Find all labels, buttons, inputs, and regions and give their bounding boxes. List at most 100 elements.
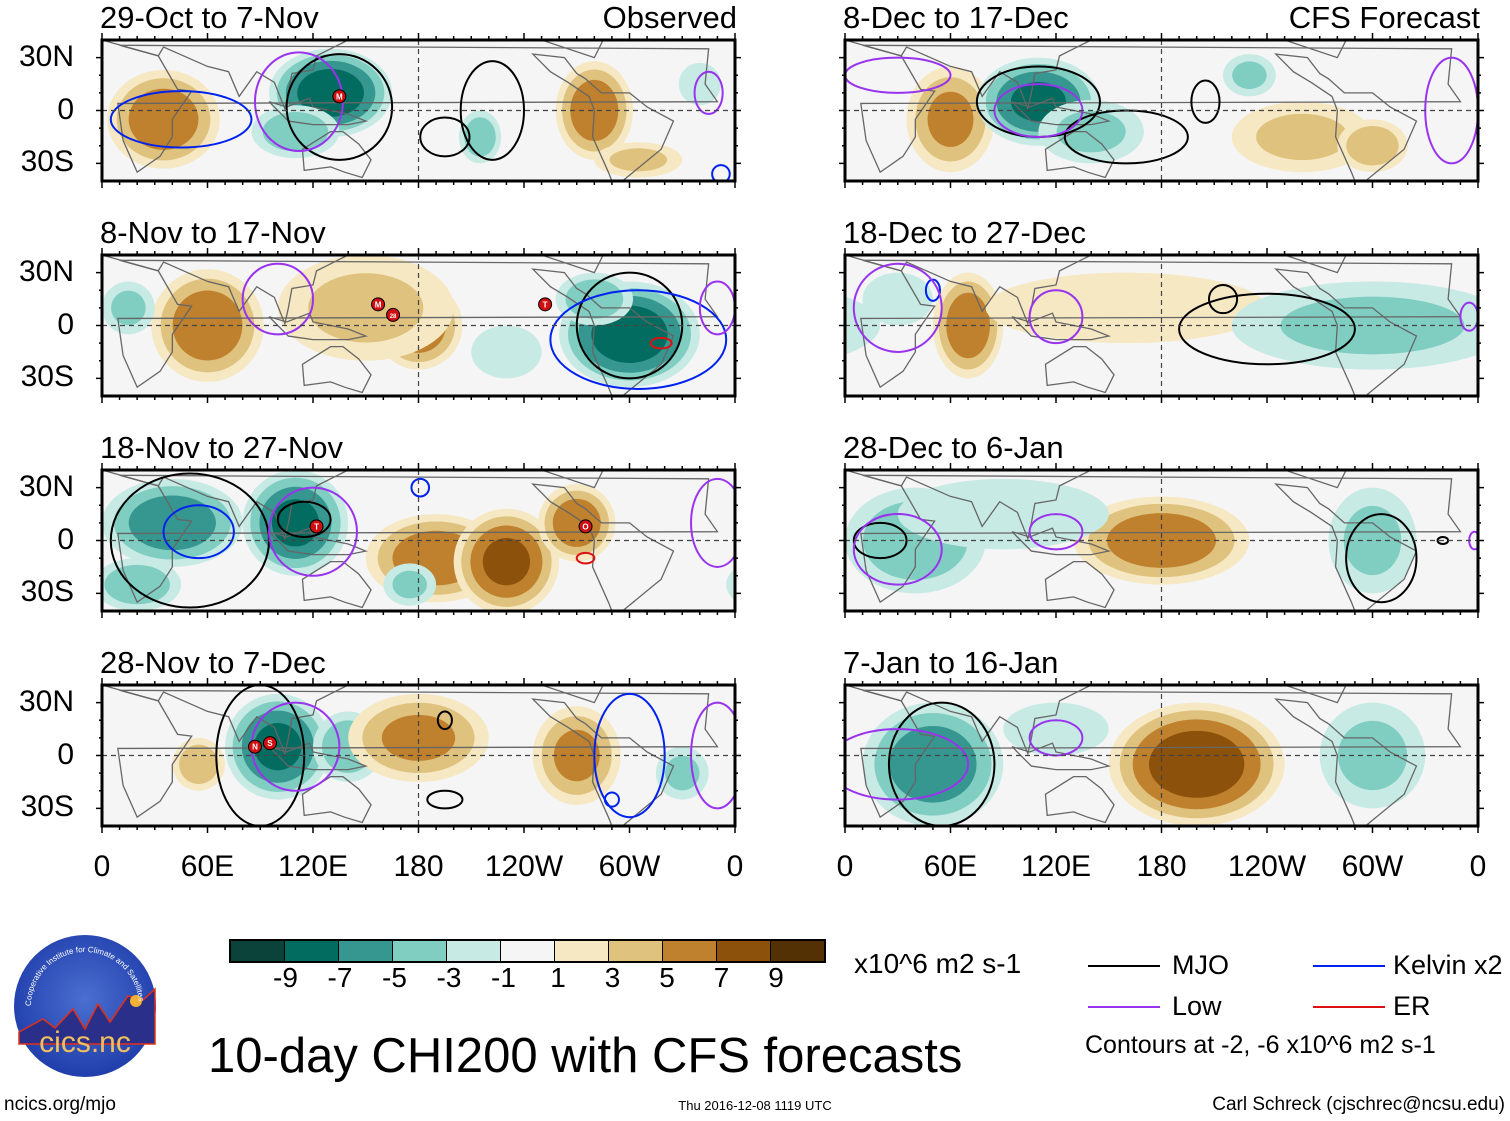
kelvin-contour <box>711 164 731 181</box>
coastline <box>531 698 675 826</box>
contours-note: Contours at -2, -6 x10^6 m2 s-1 <box>1085 1031 1436 1059</box>
map-panel: M 28 T <box>96 248 741 403</box>
footer-credit: Carl Schreck (cjschrec@ncsu.edu) <box>1212 1094 1505 1115</box>
storm-label: T <box>314 522 319 531</box>
figure-title: 10-day CHI200 with CFS forecasts <box>208 1029 963 1083</box>
y-axis-label: 30S <box>20 145 74 179</box>
legend-kelvin-label: Kelvin x2 <box>1393 950 1503 980</box>
x-axis-label: 60W <box>1341 850 1404 883</box>
x-axis-label: 120W <box>1227 850 1307 883</box>
coastline <box>1284 40 1347 59</box>
mjo-contour <box>1190 79 1221 124</box>
anomaly-shading <box>740 70 853 169</box>
storm-marker: M <box>371 297 386 312</box>
panel-title: 18-Dec to 27-Dec <box>843 215 1086 250</box>
cfs-forecast-label: CFS Forecast <box>1288 0 1480 35</box>
map-svg: M 28 T <box>96 248 741 403</box>
low-contour <box>1028 513 1084 551</box>
y-axis-label: 30N <box>18 254 74 288</box>
x-axis-label: 0 <box>726 850 744 883</box>
anomaly-shading <box>897 478 1109 550</box>
storm-marker: T <box>538 297 553 312</box>
storm-label: T <box>543 300 548 309</box>
colorbar-label: -5 <box>382 962 407 993</box>
x-axis-label: 0 <box>1469 850 1487 883</box>
anomaly-shading <box>862 272 933 326</box>
colorbar <box>229 939 826 963</box>
anomaly-shading <box>1232 61 1267 90</box>
low-contour <box>845 56 952 94</box>
panel-title: 18-Nov to 27-Nov <box>100 430 343 465</box>
legend-mjo-line <box>1088 965 1160 967</box>
coastline <box>117 259 719 389</box>
anomaly-shading <box>762 496 849 551</box>
coastline <box>1011 97 1112 126</box>
legend-mjo-label: MJO <box>1172 950 1229 980</box>
anomaly-shading <box>1496 273 1510 326</box>
coastline <box>541 470 604 489</box>
coastline <box>845 685 1092 756</box>
mjo-contour <box>852 521 908 560</box>
x-axis-label: 0 <box>836 850 854 883</box>
storm-label: 28 <box>390 314 397 320</box>
colorbar-swatch <box>663 941 717 961</box>
coastline <box>1011 312 1112 341</box>
footer-url[interactable]: ncics.org/mjo <box>4 1094 116 1115</box>
mjo-contour <box>285 53 394 161</box>
mjo-contour <box>276 500 332 538</box>
coastline <box>268 742 369 771</box>
mjo-contour <box>426 789 464 810</box>
x-axis-label: 120E <box>277 850 349 883</box>
coastline <box>541 40 604 59</box>
panel-title: 8-Dec to 17-Dec <box>843 0 1069 35</box>
anomaly-shading <box>1256 113 1349 161</box>
anomaly-shading <box>111 290 146 326</box>
coastline <box>102 470 349 541</box>
kelvin-contour <box>109 90 253 149</box>
storm-label: N <box>252 743 258 752</box>
storm-marker: O <box>578 519 593 534</box>
anomaly-shading <box>297 68 364 117</box>
coastline <box>531 53 675 181</box>
anomaly-shading <box>254 723 302 771</box>
colorbar-swatch <box>285 941 339 961</box>
map-svg: M <box>96 33 741 188</box>
colorbar-swatch <box>393 941 447 961</box>
y-axis-label: 30N <box>18 684 74 718</box>
anomaly-shading <box>927 91 974 147</box>
mjo-contour <box>1345 513 1418 604</box>
colorbar-label: -1 <box>491 962 516 993</box>
coastline <box>102 685 349 756</box>
anomaly-shading <box>609 148 668 172</box>
x-axis-label: 120E <box>1020 850 1092 883</box>
low-contour <box>845 728 970 801</box>
colorbar-label: 7 <box>713 962 730 993</box>
er-contour <box>649 336 673 350</box>
legend-low-label: Low <box>1172 991 1222 1021</box>
y-axis-label: 0 <box>57 522 74 556</box>
low-contour <box>698 280 735 336</box>
coastline <box>1284 470 1347 489</box>
anomaly-shading <box>308 273 424 343</box>
colorbar-label: 3 <box>604 962 621 993</box>
mjo-contour <box>1178 292 1356 366</box>
coastline <box>1274 483 1418 611</box>
anomaly-shading <box>737 565 803 604</box>
coastline <box>531 268 675 396</box>
y-axis-label: 0 <box>57 737 74 771</box>
mjo-contour <box>1207 283 1239 315</box>
colorbar-swatch <box>717 941 771 961</box>
anomaly-shading <box>262 111 329 152</box>
map-svg <box>839 33 1484 188</box>
legend-low-line <box>1088 1006 1160 1008</box>
coastline <box>860 689 1462 819</box>
map-panel: M <box>96 33 741 188</box>
legend-er-label: ER <box>1393 991 1431 1021</box>
coastline <box>1044 776 1115 824</box>
coastline <box>541 685 604 704</box>
map-panel <box>839 33 1484 188</box>
anomaly-shading <box>553 729 600 782</box>
